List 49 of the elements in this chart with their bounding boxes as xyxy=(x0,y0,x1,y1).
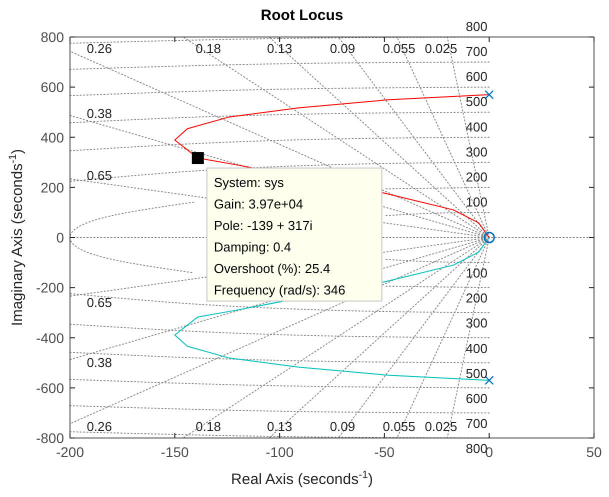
annotation: 300 xyxy=(466,144,488,160)
annotation: 0.26 xyxy=(86,41,112,56)
x-tick-label: -50 xyxy=(374,444,395,460)
annotation: 800 xyxy=(466,441,488,456)
annotation: 0.26 xyxy=(86,418,112,434)
y-tick-label: 600 xyxy=(40,79,64,96)
annotation: 700 xyxy=(466,416,488,431)
y-tick-label: -400 xyxy=(36,330,64,346)
annotation: 100 xyxy=(466,266,488,281)
y-tick-label: 800 xyxy=(40,29,64,45)
annotation: 500 xyxy=(466,366,488,381)
y-tick-label: -600 xyxy=(36,380,64,396)
y-tick-label: 200 xyxy=(40,179,64,196)
annotation: 400 xyxy=(466,340,488,356)
x-tick-label: -150 xyxy=(160,444,190,460)
y-tick-label: -200 xyxy=(36,280,64,296)
x-tick-label: 50 xyxy=(586,444,602,460)
annotation: 600 xyxy=(466,390,488,406)
annotation: 800 xyxy=(466,19,488,34)
annotation: 500 xyxy=(466,94,488,110)
annotation: 700 xyxy=(466,44,488,60)
annotation: 0.025 xyxy=(424,418,458,434)
annotation: 0.13 xyxy=(266,418,292,434)
annotation: 400 xyxy=(466,119,488,134)
annotation: 0.38 xyxy=(86,106,112,121)
chart-title: Root Locus xyxy=(260,7,344,24)
annotation: 100 xyxy=(466,194,488,210)
annotation: 200 xyxy=(466,169,488,184)
annotation: 0.055 xyxy=(382,418,416,434)
annotation: 0.13 xyxy=(266,41,292,56)
annotation: 600 xyxy=(466,69,488,84)
annotation: 0.65 xyxy=(86,294,112,310)
annotation: 200 xyxy=(466,290,488,306)
annotation: 0.09 xyxy=(330,41,356,56)
annotation: 300 xyxy=(466,316,488,331)
y-tick-label: 0 xyxy=(56,230,64,246)
x-tick-label: -200 xyxy=(56,444,84,460)
y-tick-label: -800 xyxy=(36,430,64,446)
x-axis-title: Real Axis (seconds$^{-1}$) xyxy=(231,469,373,488)
annotation: 0.65 xyxy=(86,168,112,184)
annotation: System: sys Gain: 3.97e+04 Pole: -139 + 317i Damping: 0.4 Overshoot (%): 25.4 Frequency (rad/s): 346 xyxy=(214,175,346,298)
annotation: 0.38 xyxy=(86,355,112,370)
x-tick-label: -100 xyxy=(266,444,294,460)
annotation: 0.09 xyxy=(330,418,356,434)
annotation: 0.055 xyxy=(382,41,416,56)
annotation: 0.025 xyxy=(424,41,458,56)
annotation: 0.18 xyxy=(196,418,221,434)
y-tick-label: 400 xyxy=(40,129,64,146)
annotation: 0.18 xyxy=(196,41,221,56)
